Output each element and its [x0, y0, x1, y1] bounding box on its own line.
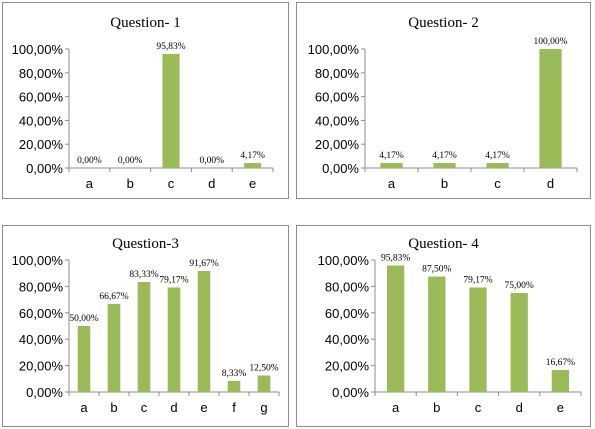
x-tick-label: b [127, 176, 134, 191]
x-tick-label: a [388, 176, 396, 191]
y-tick-label: 60,00% [325, 306, 370, 321]
y-tick-label: 0,00% [322, 161, 359, 176]
chart-title: Question- 2 [408, 15, 479, 31]
chart-title: Question- 1 [110, 15, 181, 31]
x-tick-label: b [433, 400, 440, 415]
chart-panel-question-4: Question- 4 0,00% 20,00% 40,00% 60,00% 80,00… [296, 225, 591, 427]
chart-svg: 0,00% 20,00% 40,00% 60,00% 80,00% 100,00% 4,17… [308, 37, 578, 191]
bar-e [244, 163, 262, 168]
y-tick-label: 0,00% [332, 385, 369, 400]
bar-f [227, 381, 241, 392]
y-tick-label: 20,00% [19, 359, 64, 374]
x-tick-label: b [441, 176, 448, 191]
data-label: 75,00% [505, 281, 534, 291]
x-tick-label: c [141, 400, 148, 415]
y-tick-label: 40,00% [19, 332, 64, 347]
data-label: 16,67% [546, 358, 575, 368]
y-tick-label: 40,00% [315, 113, 360, 128]
chart-svg: 0,00% 20,00% 40,00% 60,00% 80,00% 100,00% 0,00… [12, 42, 274, 191]
data-label: 4,17% [379, 151, 404, 161]
bar-a [77, 326, 91, 392]
chart-panel-question-3: Question-3 0,00% 20,00% 40,00% 60,00% 80,00%… [2, 225, 289, 427]
bar-c [137, 282, 151, 392]
chart-panel-question-1: Question- 1 0,00% 20,00% 40,00% 60,00% 80,00… [2, 2, 289, 199]
y-tick-label: 100,00% [12, 253, 64, 268]
data-label: 50,00% [69, 314, 98, 324]
x-tick-label: c [494, 176, 501, 191]
chart-svg: 0,00% 20,00% 40,00% 60,00% 80,00% 100,00% 95,8… [318, 253, 582, 415]
data-label: 0,00% [200, 156, 225, 166]
bar-d [539, 49, 562, 168]
data-label: 79,17% [159, 275, 188, 285]
y-tick-label: 40,00% [325, 332, 370, 347]
bar-b [433, 163, 456, 168]
chart-title: Question-3 [112, 236, 179, 252]
bar-e [551, 369, 570, 392]
data-label: 87,50% [422, 265, 451, 275]
bar-a [380, 163, 403, 168]
y-tick-label: 60,00% [315, 90, 360, 105]
y-tick-label: 0,00% [26, 385, 63, 400]
x-tick-label: a [80, 400, 88, 415]
bar-b [107, 303, 121, 392]
chart-panel-question-2: Question- 2 0,00% 20,00% 40,00% 60,00% 80,00… [296, 2, 591, 199]
y-tick-label: 100,00% [12, 42, 64, 57]
y-tick-label: 20,00% [19, 137, 64, 152]
data-label: 4,17% [240, 151, 265, 161]
data-label: 95,83% [381, 254, 410, 264]
x-tick-label: d [516, 400, 523, 415]
chart-title: Question- 4 [408, 236, 479, 252]
bar-d [167, 287, 181, 392]
x-tick-label: b [110, 400, 117, 415]
data-label: 12,50% [249, 364, 278, 374]
y-tick-label: 60,00% [19, 306, 64, 321]
data-label: 0,00% [77, 156, 102, 166]
y-tick-label: 60,00% [19, 90, 64, 105]
data-label: 95,83% [156, 42, 185, 52]
y-tick-label: 100,00% [308, 42, 360, 57]
data-label: 91,67% [189, 259, 218, 269]
bar-c [486, 163, 509, 168]
bar-e [197, 270, 211, 392]
bar-b [428, 276, 446, 392]
x-tick-label: a [392, 400, 400, 415]
bar-a [386, 265, 405, 392]
x-tick-label: c [475, 400, 482, 415]
y-tick-label: 100,00% [318, 253, 370, 268]
data-label: 83,33% [129, 270, 158, 280]
y-tick-label: 80,00% [315, 66, 360, 81]
data-label: 0,00% [118, 156, 143, 166]
x-tick-label: e [249, 176, 256, 191]
data-label: 100,00% [533, 37, 567, 47]
y-tick-label: 80,00% [19, 66, 64, 81]
x-tick-label: g [260, 400, 267, 415]
x-tick-label: d [547, 176, 554, 191]
x-tick-label: d [170, 400, 177, 415]
data-label: 4,17% [485, 151, 510, 161]
x-tick-label: f [232, 400, 236, 415]
data-label: 4,17% [432, 151, 457, 161]
bar-d [510, 293, 528, 392]
x-tick-label: c [168, 176, 175, 191]
chart-svg: 0,00% 20,00% 40,00% 60,00% 80,00% 100,00% 50,0… [12, 253, 280, 415]
y-tick-label: 80,00% [325, 279, 370, 294]
x-tick-label: e [200, 400, 207, 415]
bar-c [162, 53, 180, 169]
data-label: 8,33% [222, 369, 247, 379]
y-tick-label: 20,00% [325, 359, 370, 374]
bar-g [257, 375, 271, 392]
data-label: 79,17% [463, 275, 492, 285]
x-tick-label: a [86, 176, 94, 191]
x-tick-label: e [557, 400, 564, 415]
data-label: 66,67% [99, 292, 128, 302]
y-tick-label: 0,00% [26, 161, 63, 176]
y-tick-label: 20,00% [315, 137, 360, 152]
y-tick-label: 80,00% [19, 279, 64, 294]
bar-c [469, 287, 487, 392]
x-tick-label: d [208, 176, 215, 191]
y-tick-label: 40,00% [19, 113, 64, 128]
